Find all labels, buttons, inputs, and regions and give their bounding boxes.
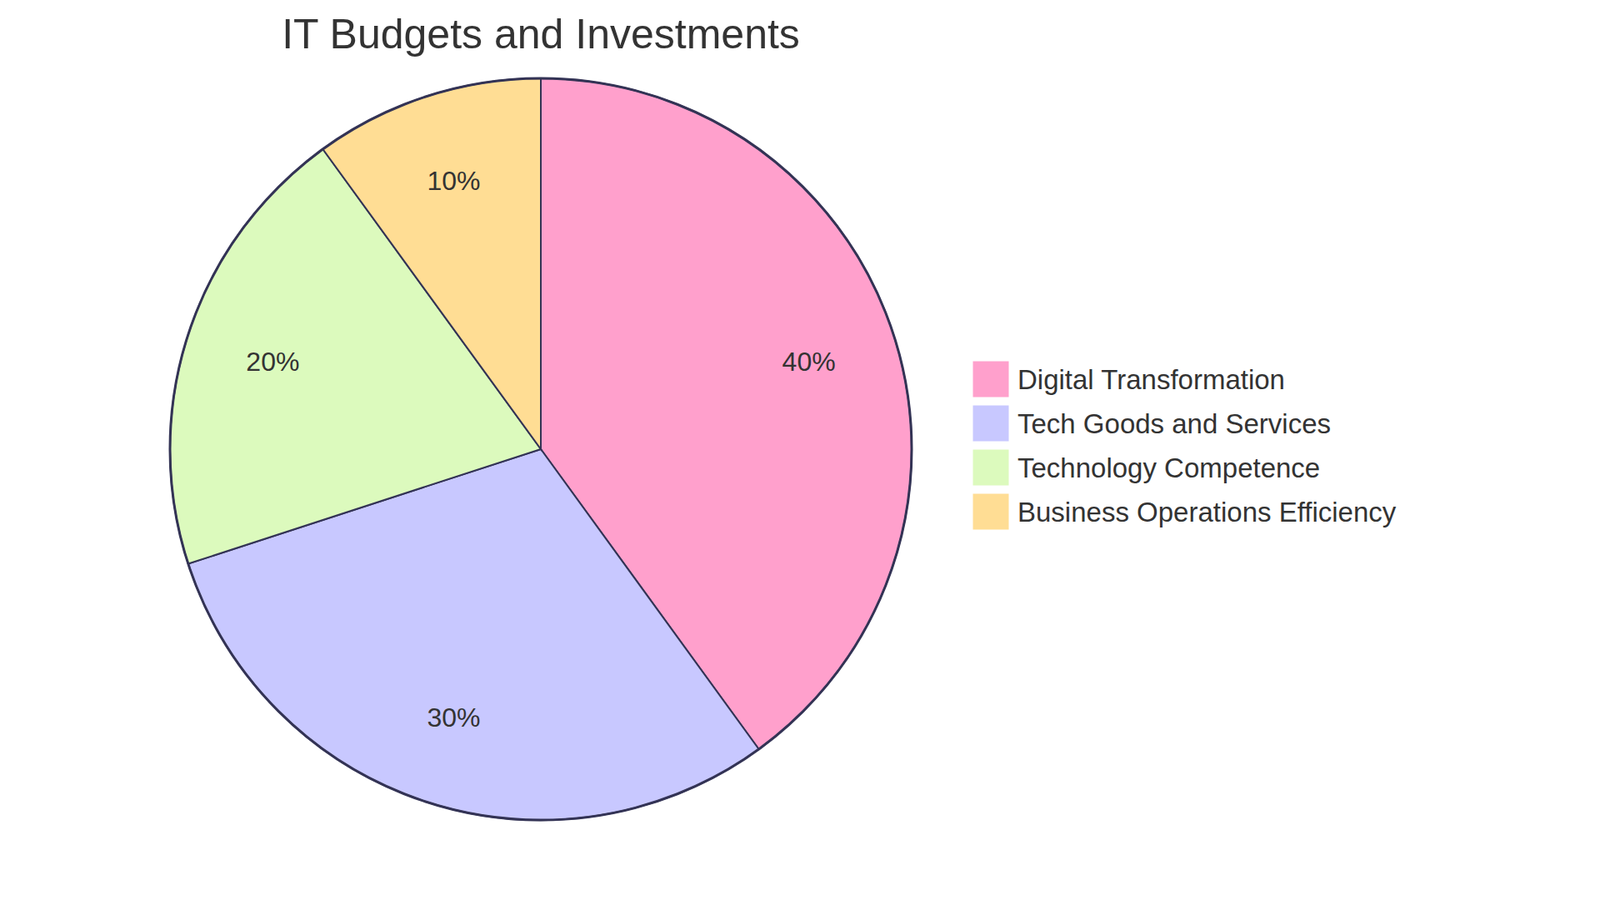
legend-swatch [972,449,1010,486]
data-label: 10% [426,165,480,196]
legend-label: Business Operations Efficiency [1017,496,1397,528]
chart-container: IT Budgets and Investments 40% 30% 20% 10% Di… [0,0,1600,900]
legend: Digital Transformation Tech Goods and Ser… [972,360,1397,530]
data-label: 20% [245,346,300,377]
legend-label: Technology Competence [1017,452,1320,484]
legend-swatch [972,405,1010,442]
data-label: 30% [426,702,480,733]
pie-outline [170,78,912,820]
slices [170,78,912,820]
legend-label: Tech Goods and Services [1017,408,1331,440]
legend-swatch [972,493,1010,530]
data-label: 40% [782,346,836,377]
legend-swatch [972,360,1010,398]
legend-label: Digital Transformation [1017,364,1285,395]
chart-title: IT Budgets and Investments [281,10,800,58]
chart-svg: IT Budgets and Investments 40% 30% 20% 10% Di… [0,0,1600,900]
data-labels: 40% 30% 20% 10% [245,165,835,732]
pie-slice [322,78,541,450]
